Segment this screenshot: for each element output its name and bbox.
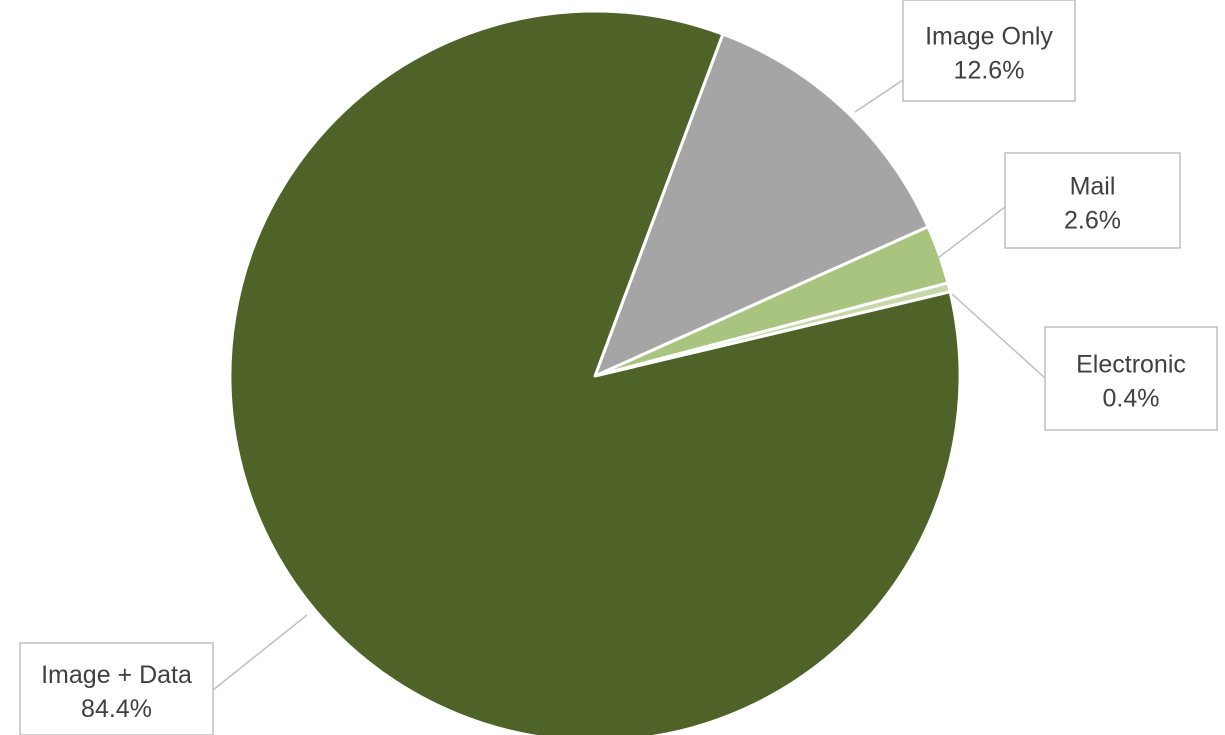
callouts-layer: Image Only 12.6% Mail 2.6% Electronic 0.4% Ima… xyxy=(19,0,1218,735)
slice-percentage: 84.4% xyxy=(81,695,152,723)
slices-layer xyxy=(228,9,962,735)
leader-line xyxy=(854,79,904,113)
callout-image-data: Image + Data 84.4% xyxy=(19,614,308,735)
callout-electronic: Electronic 0.4% xyxy=(951,293,1218,431)
leader-line xyxy=(937,206,1006,259)
callout-box xyxy=(902,0,1076,102)
callout-box xyxy=(1044,326,1218,431)
callout-box xyxy=(19,642,214,735)
callout-image-only: Image Only 12.6% xyxy=(854,0,1076,113)
leader-line xyxy=(212,614,308,691)
callout-box xyxy=(1004,152,1181,249)
callout-mail: Mail 2.6% xyxy=(937,152,1181,259)
slice-percentage: 12.6% xyxy=(954,57,1025,85)
pie-slice-image-data xyxy=(228,9,962,735)
slice-label: Image Only xyxy=(925,23,1053,51)
slice-percentage: 0.4% xyxy=(1103,385,1160,413)
slice-label: Image + Data xyxy=(41,661,192,689)
leader-line xyxy=(951,293,1046,379)
slice-label: Electronic xyxy=(1076,351,1186,379)
slice-label: Mail xyxy=(1070,173,1116,201)
pie-slice-image-only xyxy=(593,32,930,378)
slice-percentage: 2.6% xyxy=(1064,207,1121,235)
